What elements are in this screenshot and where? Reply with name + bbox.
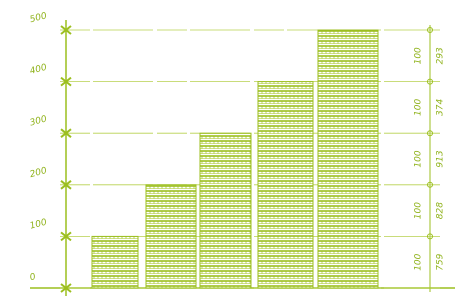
bar — [258, 82, 313, 288]
right-label: 100 — [414, 47, 424, 64]
right-label: 100 — [414, 150, 424, 167]
right-label: 100 — [414, 202, 424, 219]
right-label: 100 — [414, 253, 424, 270]
bar — [200, 133, 251, 288]
right-label: 293 — [436, 47, 446, 64]
y-tick-label: 500 — [29, 11, 48, 25]
chart: 0 100 200 300 400 500 100 759 100 828 100 913 100 374… — [0, 0, 458, 299]
right-label: 828 — [436, 202, 446, 219]
right-label: 100 — [414, 99, 424, 116]
right-label: 759 — [436, 253, 446, 270]
bar — [146, 185, 196, 288]
y-tick-label: 300 — [29, 114, 48, 128]
y-tick-label: 100 — [29, 218, 48, 232]
bar — [318, 30, 378, 288]
y-tick-label: 400 — [29, 63, 48, 77]
right-label: 374 — [436, 99, 446, 116]
right-label: 913 — [436, 150, 446, 167]
y-tick-label: 0 — [29, 272, 37, 283]
bar — [92, 236, 138, 288]
y-tick-label: 200 — [29, 166, 48, 180]
